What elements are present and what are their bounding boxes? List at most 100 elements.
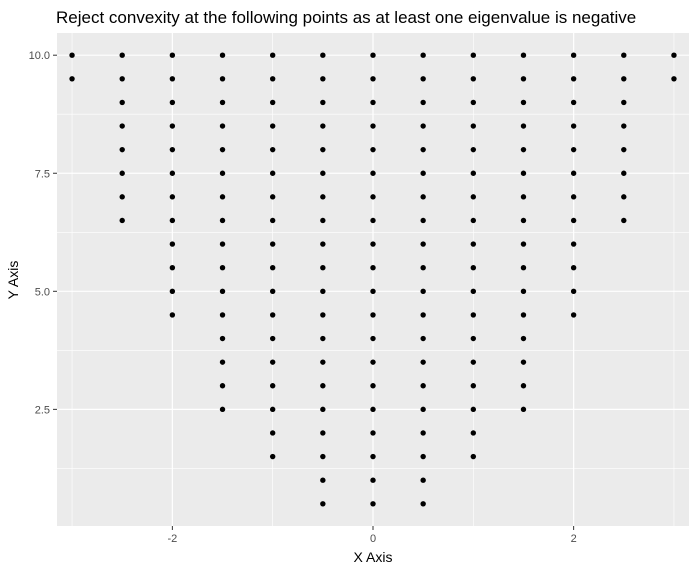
data-point xyxy=(219,52,226,58)
x-tick-label: 0 xyxy=(370,533,376,545)
data-point xyxy=(370,99,376,106)
data-point xyxy=(570,99,577,106)
data-point xyxy=(219,264,226,271)
data-point xyxy=(420,477,426,483)
data-point xyxy=(370,264,376,271)
data-point xyxy=(520,383,527,389)
data-point xyxy=(320,52,326,58)
data-point xyxy=(370,430,376,436)
data-point xyxy=(269,453,276,460)
data-point xyxy=(370,312,376,318)
y-axis-title: Y Axis xyxy=(5,261,21,300)
data-point xyxy=(370,217,376,224)
data-point xyxy=(470,430,477,436)
x-tick-label: 2 xyxy=(571,533,577,545)
data-point xyxy=(119,76,125,82)
data-point xyxy=(520,146,527,153)
data-point xyxy=(219,383,226,389)
data-point xyxy=(169,264,176,271)
data-point xyxy=(520,123,527,129)
data-point xyxy=(570,217,577,224)
chart-title: Reject convexity at the following points… xyxy=(56,8,636,27)
data-point xyxy=(169,52,176,58)
x-axis-title: X Axis xyxy=(354,549,393,565)
data-point xyxy=(320,312,326,318)
data-point xyxy=(370,335,376,342)
data-point xyxy=(621,123,627,129)
data-point xyxy=(420,264,426,271)
data-point xyxy=(570,312,577,318)
data-point xyxy=(269,52,276,58)
data-point xyxy=(219,359,226,365)
data-point xyxy=(370,453,376,460)
data-point xyxy=(320,99,326,106)
data-point xyxy=(169,99,176,106)
data-point xyxy=(420,194,426,200)
x-tick-label: -2 xyxy=(167,533,177,545)
data-point xyxy=(420,359,426,365)
data-point xyxy=(370,146,376,153)
data-point xyxy=(621,217,627,224)
data-point xyxy=(269,383,276,389)
data-point xyxy=(370,359,376,365)
data-point xyxy=(570,123,577,129)
data-points xyxy=(69,52,677,507)
data-point xyxy=(621,194,627,200)
data-point xyxy=(470,264,477,271)
data-point xyxy=(269,430,276,436)
data-point xyxy=(420,146,426,153)
data-point xyxy=(420,406,426,413)
data-point xyxy=(370,406,376,413)
data-point xyxy=(420,430,426,436)
data-point xyxy=(119,123,125,129)
data-point xyxy=(420,76,426,82)
data-point xyxy=(520,406,527,413)
y-tick-label: 2.5 xyxy=(35,404,50,416)
data-point xyxy=(69,76,75,82)
data-point xyxy=(420,453,426,460)
data-point xyxy=(370,288,376,295)
data-point xyxy=(621,52,627,58)
data-point xyxy=(520,241,527,247)
data-point xyxy=(219,217,226,224)
data-point xyxy=(169,123,176,129)
data-point xyxy=(470,170,477,176)
data-point xyxy=(169,241,176,247)
data-point xyxy=(119,52,125,58)
data-point xyxy=(621,146,627,153)
data-point xyxy=(420,335,426,342)
data-point xyxy=(370,241,376,247)
data-point xyxy=(320,241,326,247)
data-point xyxy=(219,194,226,200)
data-point xyxy=(470,194,477,200)
data-point xyxy=(320,359,326,365)
data-point xyxy=(420,217,426,224)
data-point xyxy=(420,288,426,295)
data-point xyxy=(420,241,426,247)
data-point xyxy=(269,288,276,295)
data-point xyxy=(570,288,577,295)
data-point xyxy=(420,170,426,176)
data-point xyxy=(671,76,677,82)
data-point xyxy=(269,241,276,247)
x-axis: -2 0 2 xyxy=(167,526,577,545)
data-point xyxy=(320,383,326,389)
data-point xyxy=(219,146,226,153)
data-point xyxy=(570,194,577,200)
data-point xyxy=(320,146,326,153)
data-point xyxy=(320,123,326,129)
data-point xyxy=(219,406,226,413)
data-point xyxy=(370,383,376,389)
data-point xyxy=(470,359,477,365)
data-point xyxy=(370,76,376,82)
data-point xyxy=(320,406,326,413)
data-point xyxy=(320,217,326,224)
data-point xyxy=(269,123,276,129)
data-point xyxy=(470,406,477,413)
data-point xyxy=(269,359,276,365)
data-point xyxy=(269,406,276,413)
data-point xyxy=(370,52,376,58)
data-point xyxy=(219,312,226,318)
data-point xyxy=(470,453,477,460)
data-point xyxy=(320,453,326,460)
